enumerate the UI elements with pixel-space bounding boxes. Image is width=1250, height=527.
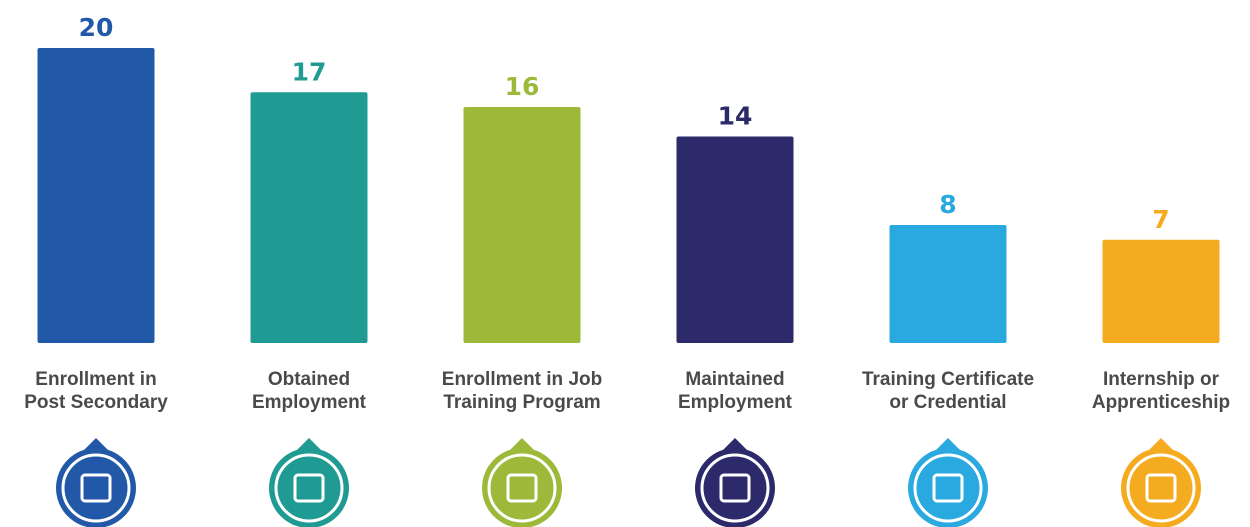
value-label: 7 [1152,205,1169,234]
icon-circle [482,448,562,527]
icon-circle [269,448,349,527]
value-label: 17 [292,57,327,86]
icon-badge [56,438,136,527]
icon-ring [61,453,131,523]
icon-circle [1121,448,1201,527]
icon-glyph [1145,473,1177,503]
category-label: Internship or Apprenticeship [1091,369,1231,413]
icon-drop [295,438,323,452]
category-label: Enrollment in Post Secondary [24,369,168,413]
icon-circle [695,448,775,527]
icon-drop [508,438,536,452]
icon-badge [269,438,349,527]
icon-glyph [719,473,751,503]
icon-ring [487,453,557,523]
value-label: 14 [718,102,753,131]
value-label: 20 [79,13,114,42]
icon-badge [482,438,562,527]
value-label: 16 [505,72,540,101]
icon-circle [908,448,988,527]
bar [889,225,1007,343]
category-label: Training Certificate or Credential [861,369,1035,413]
bar [37,48,155,343]
icon-badge [908,438,988,527]
category-label: Enrollment in Job Training Program [441,369,603,413]
icon-drop [721,438,749,452]
icon-ring [1126,453,1196,523]
icon-badge [1121,438,1201,527]
category-label: Obtained Employment [251,369,367,413]
bar [676,136,794,343]
bar [1102,239,1220,343]
icon-glyph [80,473,112,503]
icon-glyph [506,473,538,503]
icon-glyph [293,473,325,503]
icon-glyph [932,473,964,503]
bar [250,92,368,343]
icon-ring [700,453,770,523]
icon-ring [274,453,344,523]
category-label: Maintained Employment [677,369,793,413]
icon-drop [1147,438,1175,452]
icon-badge [695,438,775,527]
value-label: 8 [939,190,956,219]
bar [463,107,581,343]
icon-circle [56,448,136,527]
icon-ring [913,453,983,523]
icon-drop [82,438,110,452]
icon-drop [934,438,962,452]
